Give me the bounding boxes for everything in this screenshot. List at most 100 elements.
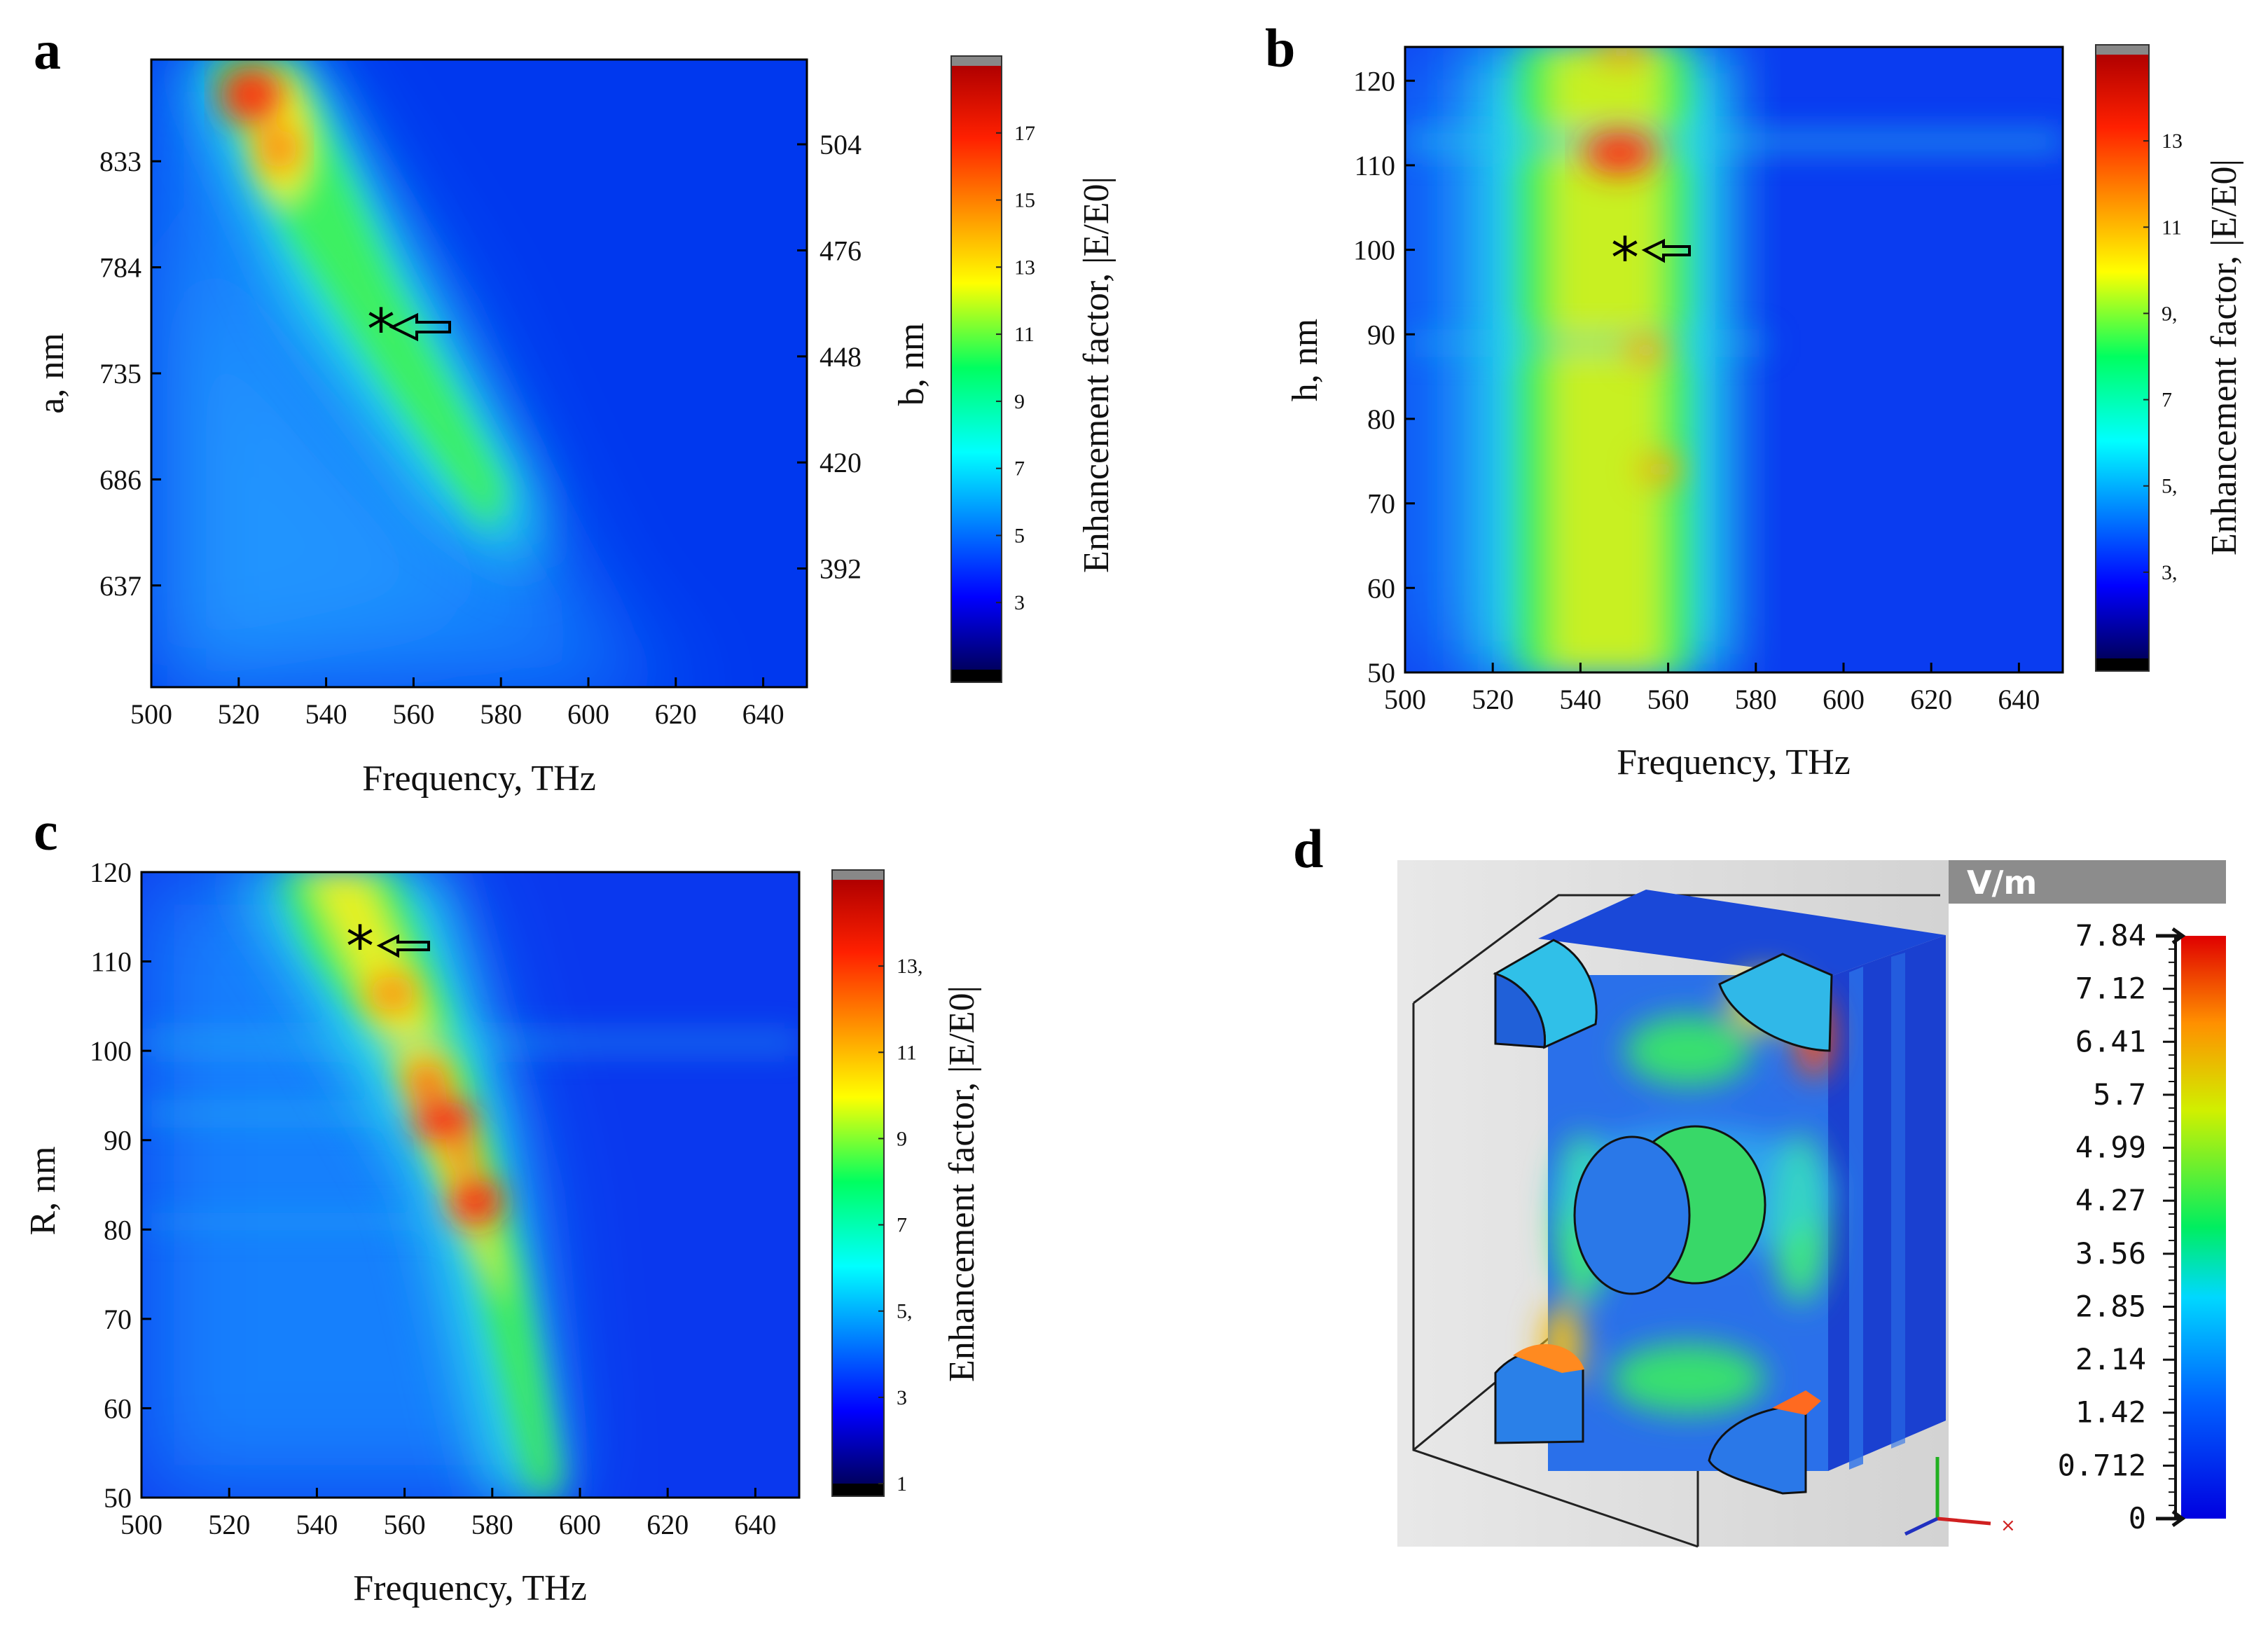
y-tick-label: 100	[1353, 235, 1395, 266]
colorbar-tick-label: 3	[897, 1386, 907, 1409]
panel-d-colorbar: 7.84 7.12 6.41 5.7 4.99 4.27 3.56 2.85 2.14 1.42 0…	[2058, 918, 2226, 1535]
y-tick-label: 120	[90, 857, 132, 888]
d-colorbar-tick-label: 4.27	[2075, 1183, 2146, 1217]
colorbar-tick-label: 9	[1014, 390, 1025, 413]
colorbar-tick-label: 13	[1014, 256, 1035, 279]
y-tick-label: 784	[99, 252, 141, 284]
panel-d-corner-tr	[1718, 953, 1833, 1052]
d-colorbar-tick-label: 0	[2129, 1501, 2146, 1535]
y-tick-label: 60	[1367, 572, 1395, 604]
colorbar-tick-label: 7	[2162, 389, 2172, 412]
colorbar-tick-label: 5,	[2162, 475, 2178, 498]
panel-a-colorbar-label-text: Enhancement factor, |E/E0|	[1077, 177, 1116, 573]
panel-d-unit-header	[1949, 860, 2226, 904]
d-colorbar-tick-label: 5.7	[2093, 1077, 2146, 1112]
colorbar-tick-label: 7	[1014, 457, 1025, 481]
x-tick-label: 620	[655, 698, 697, 730]
panel-c-letter: c	[34, 801, 58, 862]
panel-c-colorbar: 1 3 5, 7 9 11 13,	[831, 869, 923, 1497]
colorbar-tick-label: 15	[1014, 189, 1035, 212]
d-colorbar-tick-label: 4.99	[2075, 1131, 2146, 1165]
colorbar-tick-label: 11	[897, 1041, 917, 1064]
colorbar-tick-label: 3	[1014, 591, 1025, 614]
x-tick-label: 540	[305, 698, 347, 730]
panel-d-block-side	[1828, 935, 1946, 1471]
panel-d-letter: d	[1293, 818, 1323, 879]
x-tick-label: 520	[208, 1509, 250, 1540]
panel-d-corner-br	[1708, 1400, 1807, 1495]
panel-a-marker: *	[367, 297, 451, 362]
panel-b-axes: 500 520 540 560 580 600 620 640 50 60 70 80 90 100 110…	[1353, 65, 2040, 715]
panel-d-cylinder-hole	[1573, 1135, 1691, 1295]
panel-b-xlabel: Frequency, THz	[1617, 742, 1851, 782]
y-tick-label: 70	[104, 1304, 132, 1335]
panel-b-star: *	[1611, 226, 1639, 291]
x-tick-label: 500	[130, 698, 172, 730]
panel-b-arrow-icon	[1641, 238, 1691, 263]
panel-b-marker: *	[1611, 226, 1691, 291]
y-tick-label: 735	[99, 358, 141, 389]
panel-a-star: *	[367, 297, 395, 362]
colorbar-tick-label: 13	[2162, 130, 2183, 153]
x-tick-label: 600	[1823, 684, 1865, 715]
panel-c-marker: *	[346, 914, 430, 979]
colorbar-tick-label: 13,	[897, 955, 923, 978]
y-tick-label: 90	[104, 1125, 132, 1156]
d-colorbar-tick-label: 3.56	[2075, 1236, 2146, 1271]
y2-tick-label: 392	[820, 553, 862, 585]
d-colorbar-tick-label: 1.42	[2075, 1395, 2146, 1430]
panel-c-ylabel: R, nm	[23, 1146, 63, 1235]
panel-a-colorbar: 3 5 7 9 11 13 15 17	[950, 55, 1035, 683]
x-tick-label: 540	[1559, 684, 1601, 715]
panel-c-field	[141, 872, 799, 1498]
y-tick-label: 110	[1354, 150, 1395, 181]
y2-tick-label: 476	[820, 235, 862, 266]
panel-d-scale-panel	[1949, 904, 2226, 1547]
x-tick-label: 580	[471, 1509, 513, 1540]
panel-c-arrow-icon	[376, 934, 430, 958]
panel-d-block-top	[1538, 890, 1946, 977]
d-colorbar-tick-label: 2.14	[2075, 1342, 2146, 1376]
colorbar-tick-label: 9	[897, 1127, 907, 1150]
panel-a-colorbar-label: Enhancement factor, |E/E0|	[1077, 177, 1116, 573]
panel-a-field	[151, 60, 807, 687]
y-tick-label: 70	[1367, 488, 1395, 520]
y-tick-label: 50	[104, 1482, 132, 1514]
panel-c-colorbar-label: Enhancement factor, |E/E0|	[942, 986, 982, 1382]
panel-c-colorbar-label-text: Enhancement factor, |E/E0|	[942, 986, 982, 1382]
x-tick-label: 600	[559, 1509, 601, 1540]
x-tick-label: 560	[1647, 684, 1689, 715]
y-tick-label: 100	[90, 1035, 132, 1067]
x-tick-label: 560	[384, 1509, 426, 1540]
panel-a-arrow-icon	[389, 312, 451, 342]
panel-a-ylabel: a, nm	[32, 333, 71, 414]
d-colorbar-tick-label: 0.712	[2058, 1448, 2146, 1482]
y-tick-label: 90	[1367, 319, 1395, 350]
panel-a-axes: 500 520 540 560 580 600 620 640 637 686 735 784 833 3…	[99, 129, 862, 730]
x-tick-label: 620	[1910, 684, 1952, 715]
panel-b-colorbar-label: Enhancement factor, |E/E0|	[2204, 159, 2244, 555]
d-colorbar-tick-label: 7.12	[2075, 972, 2146, 1006]
x-tick-label: 580	[1735, 684, 1777, 715]
y-tick-label: 80	[1367, 403, 1395, 435]
y-tick-label: 60	[104, 1393, 132, 1424]
x-tick-label: 500	[120, 1509, 163, 1540]
x-tick-label: 520	[218, 698, 260, 730]
panel-a-letter: a	[34, 20, 61, 81]
panel-c: c 500 520 54	[23, 801, 982, 1608]
x-tick-label: 600	[567, 698, 609, 730]
x-tick-label: 640	[1998, 684, 2040, 715]
y-tick-label: 120	[1353, 65, 1395, 97]
y-tick-label: 50	[1367, 657, 1395, 689]
y2-tick-label: 420	[820, 447, 862, 478]
panel-d: d V/m	[1293, 818, 2226, 1548]
colorbar-tick-label: 5	[1014, 524, 1025, 547]
colorbar-tick-label: 5,	[897, 1300, 913, 1323]
panel-c-axes: 500 520 540 560 580 600 620 640 50 60 70 80 90 100 110…	[90, 857, 776, 1540]
colorbar-tick-label: 7	[897, 1214, 907, 1237]
colorbar-tick-label: 1	[897, 1472, 907, 1496]
panel-a: a 500 520 540 560 580 600 620 64063768673578483…	[32, 20, 1116, 799]
y2-tick-label: 504	[820, 129, 862, 160]
